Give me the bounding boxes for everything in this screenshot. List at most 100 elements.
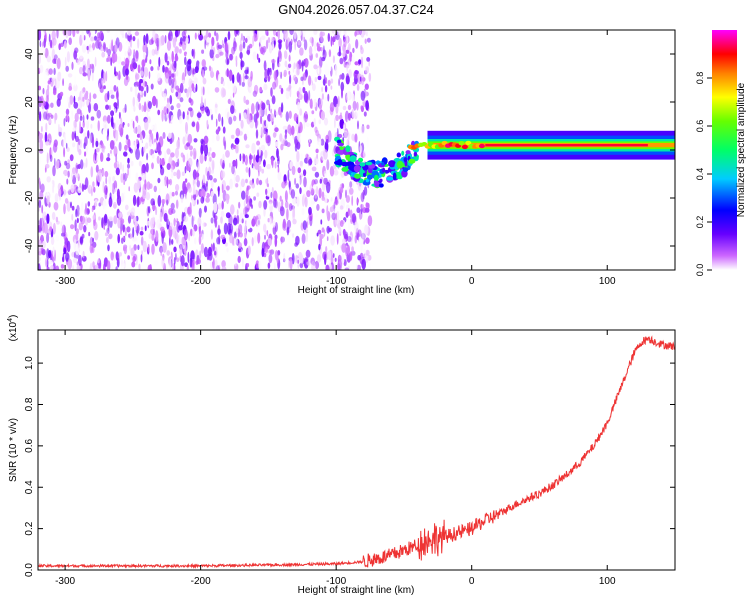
spectrogram-cell [301, 60, 304, 72]
spectrogram-cell [67, 170, 70, 178]
spectrogram-cell [173, 217, 176, 227]
spectrogram-cell [342, 228, 346, 236]
spectrogram-cell [292, 233, 295, 238]
spectrogram-cell [170, 152, 175, 158]
spectrogram-cell [182, 36, 187, 42]
spectrogram-cell [89, 184, 92, 190]
spectrogram-cell [45, 88, 50, 99]
spectrogram-cell [118, 70, 121, 81]
spectrogram-y-tick-label: -40 [24, 238, 35, 253]
spectrogram-cell [82, 115, 85, 123]
spectrogram-cell [309, 215, 313, 227]
spectrogram-cell [106, 237, 109, 244]
spectrogram-cell [341, 87, 343, 99]
spectrogram-cell [169, 191, 173, 199]
spectrogram-cell [204, 98, 206, 110]
spectrogram-cell [62, 139, 65, 149]
spectrogram-cell [151, 153, 155, 159]
spectrogram-cell [317, 75, 322, 81]
spectrogram-cell [99, 85, 104, 93]
spectrogram-cell [320, 31, 325, 37]
spectrogram-cell [354, 31, 357, 37]
spectrogram-cell [208, 252, 213, 261]
spectrogram-cell [288, 203, 293, 212]
spectrogram-cell [253, 196, 256, 201]
spectrogram-cell [193, 183, 197, 195]
spectrogram-cell [132, 227, 135, 239]
spectrogram-cell [104, 170, 109, 178]
spectrogram-x-tick-label: -100 [326, 276, 346, 287]
spectrogram-cell [143, 51, 146, 60]
spectrogram-cell [154, 64, 158, 75]
spectrogram-cell [52, 142, 58, 153]
spectrogram-cell [86, 30, 90, 34]
spectrogram-cell [195, 83, 198, 93]
spectrogram-cell [320, 138, 325, 146]
spectrogram-cell [184, 178, 188, 183]
spectrogram-cell [52, 246, 55, 257]
spectrogram-cell [324, 173, 327, 179]
spectrogram-cell [96, 170, 102, 183]
spectrogram-cell [279, 206, 285, 217]
colorbar-tick-label: 0.0 [695, 264, 705, 277]
spectrogram-cell [161, 232, 164, 244]
spectrogram-cell [76, 264, 81, 270]
spectrogram-cell [360, 105, 364, 113]
spectrogram-cell [43, 37, 46, 48]
spectrogram-cell [161, 157, 166, 166]
spectrogram-cell [249, 119, 254, 129]
spectrogram-cell [297, 259, 300, 264]
snr-y-scale-exponent: 4 [7, 318, 14, 322]
spectrogram-cell [191, 197, 194, 206]
spectrogram-cell [231, 147, 235, 157]
spectrogram-cell [206, 37, 211, 43]
colorbar-gradient [712, 30, 737, 270]
spectrogram-cell [305, 249, 311, 258]
spectrogram-cell [66, 240, 71, 253]
spectrogram-cell [173, 262, 176, 270]
spectrogram-cell [118, 212, 123, 218]
spectrogram-cell [396, 174, 403, 180]
spectrogram-cell [278, 106, 282, 116]
spectrogram-cell [247, 245, 251, 256]
spectrogram-cell [382, 167, 386, 173]
spectrogram-cell [235, 145, 239, 154]
spectrogram-cell [69, 95, 74, 105]
spectrogram-cell [217, 113, 221, 122]
spectrogram-cell [367, 262, 371, 270]
spectrogram-cell [327, 130, 332, 143]
spectrogram-cell [65, 108, 70, 116]
spectrogram-cell [374, 181, 380, 188]
spectrogram-cell [167, 216, 170, 226]
spectrogram-cell [79, 169, 84, 178]
spectrogram-cell [259, 107, 263, 119]
spectrogram-cell [301, 207, 305, 216]
spectrogram-cell [94, 148, 97, 155]
spectrogram-cell [67, 258, 73, 270]
spectrogram-cell [77, 187, 82, 194]
spectrogram-cell [314, 260, 320, 270]
spectrogram-cell [125, 134, 129, 140]
spectrogram-cell [327, 79, 331, 87]
spectrogram-cell [348, 113, 351, 121]
spectrogram-cell [303, 39, 308, 51]
spectrogram-cell [396, 152, 401, 158]
spectrogram-cell [144, 225, 147, 232]
spectrogram-cell [341, 242, 347, 253]
spectrogram-cell [176, 139, 180, 150]
spectrogram-cell [321, 86, 323, 93]
spectrogram-cell [232, 74, 235, 84]
spectrogram-cell [312, 184, 317, 190]
spectrogram-cell [306, 190, 311, 198]
spectrogram-cell [39, 190, 44, 201]
spectrogram-cell [164, 151, 167, 163]
spectrogram-cell [102, 42, 106, 50]
spectrogram-cell [296, 141, 301, 150]
spectrogram-cell [246, 113, 251, 125]
spectrogram-cell [58, 188, 62, 197]
spectrogram-cell [214, 250, 217, 256]
spectrogram-cell [137, 38, 140, 49]
spectrogram-cell [365, 237, 370, 244]
spectrogram-cell [150, 217, 155, 230]
spectrogram-cell [254, 235, 257, 243]
